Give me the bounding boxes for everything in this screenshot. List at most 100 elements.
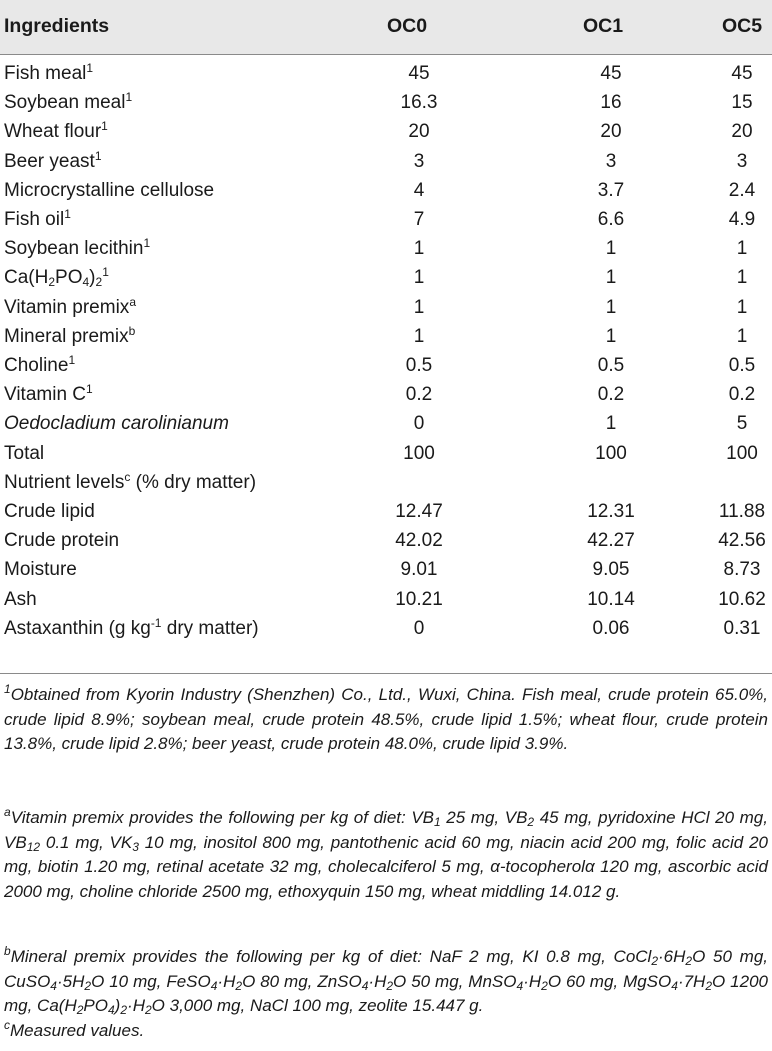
value-oc1: 100: [595, 442, 627, 464]
ingredient-label: Oedocladium carolinianum: [4, 413, 229, 435]
value-oc0: 1: [413, 296, 425, 318]
footnote-mark: b: [128, 323, 136, 338]
value-oc1: 0.06: [592, 617, 630, 639]
table-row: Total 100 100 100: [0, 441, 772, 470]
ingredient-label: Vitamin C1: [4, 382, 93, 406]
footnote-1: 1Obtained from Kyorin Industry (Shenzhen…: [4, 682, 768, 753]
table-row: Microcrystalline cellulose 4 3.7 2.4: [0, 178, 772, 207]
value-oc5: 2.4: [728, 179, 756, 201]
ingredient-name: Mineral premix: [4, 325, 129, 347]
footnote-mark: 1: [68, 353, 76, 367]
table-row: Fish meal1 45 45 45: [0, 61, 772, 90]
ingredient-label: Wheat flour1: [4, 119, 108, 143]
table-row: Beer yeast1 3 3 3: [0, 149, 772, 178]
header-ingredients: Ingredients: [4, 15, 110, 37]
value-oc5: 0.31: [723, 617, 761, 639]
value-oc5: 3: [736, 150, 748, 172]
footnote-mark: 1: [86, 382, 93, 397]
value-oc1: 0.2: [597, 384, 625, 406]
value-oc0: 0.5: [405, 355, 433, 376]
value-oc0: 10.21: [395, 588, 443, 610]
value-oc5: 5: [736, 413, 748, 435]
value-oc5: 1: [736, 325, 748, 347]
footnote-mark: 1: [143, 236, 151, 251]
ingredient-name: Microcrystalline cellulose: [4, 179, 215, 201]
ingredient-label: Microcrystalline cellulose: [4, 180, 214, 202]
footnote-mark: 1: [101, 119, 108, 134]
footnote-mark: 1: [94, 148, 102, 163]
table-header: Ingredients OC0 OC1 OC5: [0, 0, 772, 55]
footnote-mark: 1: [125, 90, 133, 105]
subscript: 2: [651, 954, 659, 968]
value-oc5: 0.2: [728, 384, 756, 406]
value-oc5: 42.56: [718, 530, 766, 552]
value-oc5: 0.5: [728, 355, 756, 376]
table-row: Choline1 0.5 0.5 0.5: [0, 353, 772, 382]
subscript: 4: [82, 275, 90, 290]
subscript: 2: [84, 978, 92, 993]
value-oc5: 1: [736, 296, 748, 318]
table-row: Vitamin premixa 1 1 1: [0, 295, 772, 324]
value-oc1: 1: [605, 267, 617, 289]
value-oc0: 12.47: [395, 501, 443, 522]
value-oc1: 1: [605, 325, 617, 347]
ingredient-label: Vitamin premixa: [4, 296, 136, 319]
table-row: Wheat flour1 20 20 20: [0, 119, 772, 148]
ingredient-label: Choline1: [4, 353, 76, 377]
header-oc0: OC0: [387, 15, 428, 37]
table-row: Fish oil1 7 6.6 4.9: [0, 207, 772, 236]
table-row: Vitamin C1 0.2 0.2 0.2: [0, 382, 772, 411]
ingredient-name: Soybean lecithin: [4, 238, 144, 260]
nutrient-label: Crude lipid: [4, 501, 95, 522]
subscript: 4: [50, 978, 57, 993]
subscript: 4: [361, 978, 369, 993]
ingredient-name: Choline: [4, 355, 69, 376]
value-oc1: 0.5: [597, 355, 625, 376]
footnote-mark: 1: [64, 207, 71, 221]
value-oc0: 42.02: [395, 530, 443, 552]
ingredient-name: Vitamin premix: [4, 296, 130, 318]
value-oc5: 1: [736, 238, 748, 260]
ingredient-label: Soybean meal1: [4, 90, 133, 114]
ingredient-label: Total: [4, 443, 44, 465]
subscript: 2: [386, 978, 394, 993]
ingredient-label: Mineral premixb: [4, 323, 136, 348]
nutrient-row: Moisture 9.01 9.05 8.73: [0, 557, 772, 586]
ingredient-label: Beer yeast1: [4, 148, 102, 173]
value-oc1: 3.7: [597, 179, 625, 201]
subscript: 2: [120, 1003, 128, 1017]
unit-exponent: -1: [150, 615, 162, 630]
table-row: Soybean meal1 16.3 16 15: [0, 90, 772, 119]
footnote-mark: 1: [102, 265, 109, 280]
ingredient-name: Wheat flour: [4, 121, 102, 143]
value-oc5: 8.73: [723, 559, 761, 581]
value-oc0: 4: [413, 179, 425, 201]
subscript: 4: [516, 978, 524, 993]
footnote-a: aVitamin premix provides the following p…: [4, 805, 768, 901]
ingredient-name: Beer yeast: [4, 150, 95, 172]
value-oc0: 0: [413, 617, 425, 639]
subscript: 2: [541, 978, 548, 993]
table-bottom-rule: [0, 673, 772, 674]
ingredient-name: Soybean meal: [4, 92, 126, 114]
subscript: 2: [76, 1003, 84, 1017]
value-oc0: 1: [413, 267, 425, 289]
value-oc5: 4.9: [728, 209, 756, 230]
value-oc5: 20: [731, 121, 753, 143]
nutrient-levels-heading: Nutrient levelsc (% dry matter): [0, 470, 772, 499]
subscript: 1: [434, 815, 441, 829]
ingredient-label: Fish meal1: [4, 61, 94, 85]
nutrient-label: Astaxanthin (g kg-1 dry matter): [4, 615, 259, 639]
subscript: 4: [107, 1003, 115, 1017]
value-oc0: 1: [413, 238, 425, 260]
footnote-mark: 1: [86, 61, 94, 75]
value-oc0: 16.3: [400, 92, 438, 114]
ingredient-name: Oedocladium carolinianum: [4, 413, 229, 435]
value-oc1: 20: [600, 121, 622, 143]
subscript: 2: [144, 1003, 152, 1017]
value-oc0: 100: [403, 442, 435, 464]
subscript: 2: [705, 978, 713, 993]
subscript: 2: [685, 954, 693, 968]
value-oc1: 9.05: [592, 559, 630, 581]
value-oc1: 1: [605, 238, 617, 260]
